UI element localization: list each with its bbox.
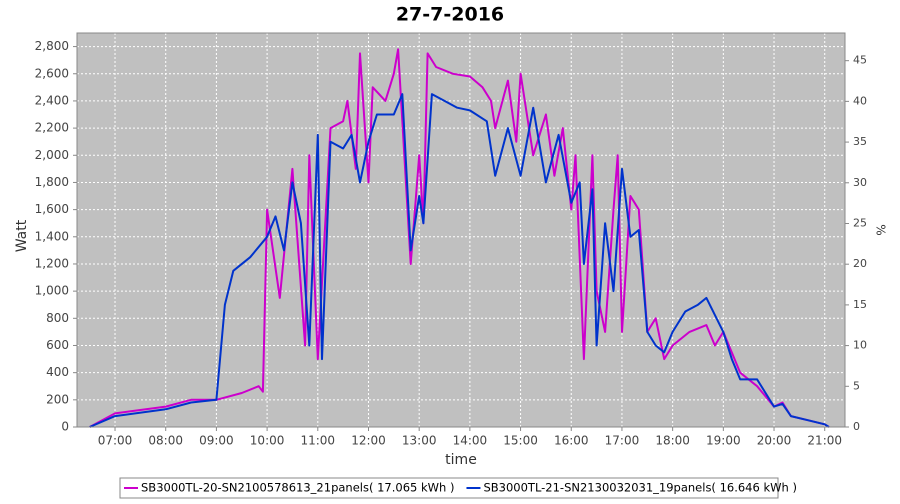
series-line xyxy=(89,93,830,428)
chart-title: 27-7-2016 xyxy=(396,4,504,26)
y-tick-label: 1,800 xyxy=(35,175,69,189)
y-tick-label: 400 xyxy=(46,365,69,379)
y2-tick-label: 35 xyxy=(853,135,867,148)
x-tick-label: 14:00 xyxy=(453,434,488,448)
legend-label: SB3000TL-20-SN2100578613_21panels( 17.06… xyxy=(141,481,454,495)
legend-label: SB3000TL-21-SN2130032031_19panels( 16.64… xyxy=(483,481,796,495)
y-axis-label: Watt xyxy=(14,219,30,252)
y2-tick-label: 30 xyxy=(853,176,867,189)
x-tick-label: 08:00 xyxy=(148,434,183,448)
x-tick-label: 19:00 xyxy=(706,434,741,448)
y-tick-label: 2,200 xyxy=(35,121,69,135)
x-tick-label: 11:00 xyxy=(300,434,335,448)
y2-tick-label: 45 xyxy=(853,54,867,67)
y-tick-label: 2,600 xyxy=(35,66,69,80)
series-line xyxy=(89,48,830,428)
x-tick-label: 10:00 xyxy=(250,434,285,448)
x-tick-label: 21:00 xyxy=(807,434,842,448)
plot-area xyxy=(77,33,845,427)
y2-tick-label: 10 xyxy=(853,339,867,352)
x-tick-label: 20:00 xyxy=(757,434,792,448)
legend xyxy=(119,477,779,499)
x-tick-label: 13:00 xyxy=(402,434,437,448)
y-tick-label: 800 xyxy=(46,311,69,325)
y-tick-label: 2,400 xyxy=(35,93,69,107)
y-tick-label: 2,000 xyxy=(35,148,69,162)
x-tick-label: 18:00 xyxy=(655,434,690,448)
y2-tick-label: 15 xyxy=(853,298,867,311)
y2-tick-label: 20 xyxy=(853,257,867,270)
y-tick-label: 2,800 xyxy=(35,39,69,53)
plot-border xyxy=(76,32,846,428)
x-tick-label: 17:00 xyxy=(605,434,640,448)
x-axis-label: time xyxy=(445,452,477,468)
y-tick-label: 1,000 xyxy=(35,284,69,298)
y2-tick-label: 25 xyxy=(853,216,867,229)
y2-axis-label: % xyxy=(874,224,888,235)
y-tick-label: 1,200 xyxy=(35,256,69,270)
y-tick-label: 1,400 xyxy=(35,229,69,243)
y2-tick-label: 0 xyxy=(853,420,860,433)
y-tick-label: 200 xyxy=(46,392,69,406)
x-tick-label: 12:00 xyxy=(351,434,386,448)
y-tick-label: 0 xyxy=(61,420,69,434)
x-tick-label: 15:00 xyxy=(503,434,538,448)
x-tick-label: 07:00 xyxy=(98,434,133,448)
y2-tick-label: 40 xyxy=(853,94,867,107)
y-tick-label: 600 xyxy=(46,338,69,352)
y-tick-label: 1,600 xyxy=(35,202,69,216)
x-tick-label: 09:00 xyxy=(199,434,234,448)
x-tick-label: 16:00 xyxy=(554,434,589,448)
y2-tick-label: 5 xyxy=(853,379,860,392)
